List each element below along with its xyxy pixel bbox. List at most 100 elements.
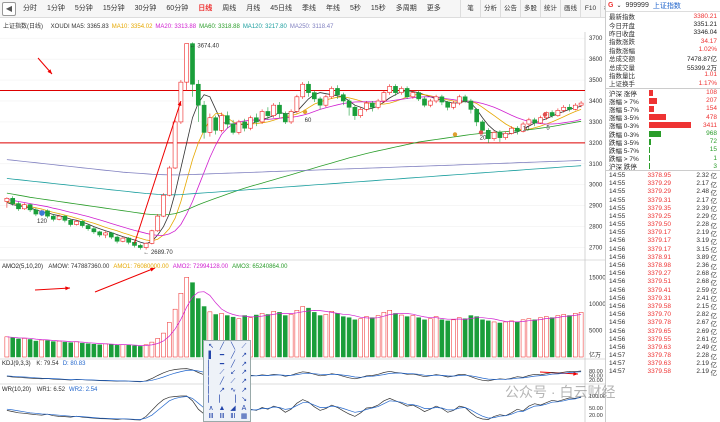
draw-tool-icon[interactable]: ╱ xyxy=(219,343,225,350)
tick-row[interactable]: 14:56 3379.70 2.82 亿 xyxy=(606,311,720,320)
period-tab[interactable]: 5秒 xyxy=(350,4,361,12)
tick-row[interactable]: 14:56 3379.58 2.15 亿 xyxy=(606,302,720,312)
tick-row[interactable]: 14:56 3379.65 2.69 亿 xyxy=(606,327,720,337)
draw-tool-icon[interactable]: A xyxy=(241,404,247,412)
function-button[interactable]: 统计 xyxy=(540,0,560,18)
draw-tool-icon[interactable]: ▏ xyxy=(219,395,225,403)
chart-canvas[interactable]: 3700 3600 3500 3400 3300 3200 3100 3000 2900 2800… xyxy=(0,32,605,422)
function-button[interactable]: 笔 xyxy=(460,0,480,18)
tick-row[interactable]: 14:56 3379.55 2.61 亿 xyxy=(606,335,720,345)
period-tab[interactable]: 周线 xyxy=(222,4,237,12)
tick-row[interactable]: 14:55 3379.29 2.17 亿 xyxy=(606,180,720,189)
draw-tool-icon[interactable]: ↖ xyxy=(208,343,214,350)
draw-tool-icon[interactable]: ⟋ xyxy=(219,369,225,377)
draw-tool-icon[interactable]: ━ xyxy=(219,351,225,359)
tick-row[interactable]: 14:55 3379.25 2.29 亿 xyxy=(606,212,720,222)
draw-tool-icon[interactable]: Ⅲ xyxy=(208,413,214,421)
candle-body xyxy=(79,221,85,226)
volume-bar xyxy=(503,321,508,358)
period-tab[interactable]: 1分钟 xyxy=(47,4,65,12)
period-tab[interactable]: 15分钟 xyxy=(102,4,125,12)
draw-tool-icon[interactable]: ▌ xyxy=(208,351,214,359)
volume-bar xyxy=(393,313,398,358)
draw-tool-icon[interactable]: ↙ xyxy=(230,369,236,377)
period-tab[interactable]: 月线 xyxy=(246,4,261,12)
draw-tool-icon[interactable]: ⟋ xyxy=(230,378,236,386)
draw-tool-icon[interactable]: ▕ xyxy=(230,395,236,403)
draw-tool-icon[interactable]: ↗ xyxy=(241,378,247,386)
draw-tool-icon[interactable]: ∧ xyxy=(208,404,214,412)
period-tab[interactable]: 多周期 xyxy=(395,4,417,12)
period-tab[interactable]: 15秒 xyxy=(370,4,386,12)
tick-row[interactable]: 14:57 3379.58 2.19 亿 xyxy=(606,368,720,377)
tick-row[interactable]: 14:56 3379.51 2.68 亿 xyxy=(606,278,720,287)
draw-tool-icon[interactable]: ━ xyxy=(219,360,225,368)
chart-area[interactable]: 3700 3600 3500 3400 3300 3200 3100 3000 2900 2800… xyxy=(0,32,605,422)
tick-row[interactable]: 14:55 3378.95 2.32 亿 xyxy=(606,171,720,181)
draw-tool-icon[interactable]: ⅡⅠ xyxy=(230,413,236,421)
tick-row[interactable]: 14:56 3378.91 3.89 亿 xyxy=(606,253,720,263)
indicator-value: WR2: 2.54 xyxy=(69,387,98,393)
draw-tool-icon[interactable]: Ⅲ xyxy=(219,413,225,421)
tick-row[interactable]: 14:56 3379.63 2.49 亿 xyxy=(606,343,720,353)
period-tab[interactable]: 日线 xyxy=(198,4,213,12)
tick-row[interactable]: 14:55 3379.35 2.39 亿 xyxy=(606,204,720,214)
candle-body xyxy=(462,96,468,102)
function-button[interactable]: 画线 xyxy=(560,0,580,18)
draw-tool-icon[interactable]: ▏ xyxy=(208,395,214,403)
tick-price: 3379.17 xyxy=(647,237,672,245)
tick-row[interactable]: 14:56 3379.27 2.68 亿 xyxy=(606,270,720,279)
back-icon[interactable]: ◀ xyxy=(2,1,16,16)
tick-row[interactable]: 14:57 3379.78 2.28 亿 xyxy=(606,352,720,361)
draw-tool-icon[interactable]: ◢ xyxy=(230,404,236,412)
expand-icon[interactable]: ⌄ xyxy=(616,3,622,9)
period-tab[interactable]: 分时 xyxy=(23,4,37,12)
tick-row[interactable]: 14:55 3379.17 2.19 亿 xyxy=(606,229,720,238)
tick-row[interactable]: 14:56 3378.98 2.36 亿 xyxy=(606,261,720,271)
tick-row[interactable]: 14:56 3379.17 3.15 亿 xyxy=(606,245,720,255)
period-tab[interactable]: 季线 xyxy=(302,4,316,12)
draw-tool-icon[interactable]: ╱ xyxy=(219,378,225,386)
tick-list[interactable]: 14:55 3378.95 2.32 亿 14:55 3379.29 2.17 亿 14:55 3… xyxy=(606,171,720,377)
period-tab[interactable]: 年线 xyxy=(326,4,340,12)
function-button[interactable]: 多股 xyxy=(520,0,540,18)
draw-tool-icon[interactable]: ↗ xyxy=(241,351,247,359)
draw-tool-icon[interactable]: ↗ xyxy=(219,387,225,394)
function-button[interactable]: 公告 xyxy=(500,0,520,18)
draw-tool-icon[interactable]: ↗ xyxy=(241,369,247,377)
draw-tool-icon[interactable]: ↗ xyxy=(241,360,247,368)
draw-tool-icon[interactable]: ▦ xyxy=(240,413,248,421)
draw-tool-icon[interactable]: ▏ xyxy=(208,360,214,368)
draw-tool-icon[interactable]: ▲ xyxy=(218,404,226,412)
draw-tool-icon[interactable]: ⟋ xyxy=(241,343,247,350)
draw-tool-icon[interactable]: ↗ xyxy=(241,387,247,394)
tick-row[interactable]: 14:57 3379.63 2.19 亿 xyxy=(606,360,720,369)
draw-tool-icon[interactable]: ▏ xyxy=(208,387,214,394)
tick-row[interactable]: 14:56 3379.41 2.59 亿 xyxy=(606,286,720,296)
draw-tool-icon[interactable]: ╱ xyxy=(230,351,236,359)
drawing-toolbox[interactable]: ↖ ╱ ╲ ⟋ ▌ ━ ╱ ↗ ▏ ━ ╱ ↗ ▏ ⟋ ↙ ↗ ▏ ╱ ⟋ ↗ ▏ ↗ ∿ ↗ ▏ ▏ ▕ ↘ ∧ ▲ ◢ A Ⅲ Ⅲ ⅡⅠ ▦ xyxy=(203,340,251,422)
period-tab[interactable]: 30分钟 xyxy=(134,4,157,12)
draw-tool-icon[interactable]: ∿ xyxy=(230,387,236,394)
tick-row[interactable]: 14:55 3379.50 2.28 亿 xyxy=(606,221,720,230)
draw-tool-icon[interactable]: ▏ xyxy=(208,369,214,377)
tick-row[interactable]: 14:56 3379.78 2.67 亿 xyxy=(606,319,720,328)
period-tab[interactable]: 5分钟 xyxy=(74,4,93,12)
period-tab[interactable]: 45日线 xyxy=(270,4,292,12)
tick-row[interactable]: 14:56 3379.31 2.41 亿 xyxy=(606,294,720,304)
period-tab[interactable]: 更多 xyxy=(426,4,441,12)
tick-row[interactable]: 14:56 3379.17 3.19 亿 xyxy=(606,237,720,246)
draw-tool-icon[interactable]: ▏ xyxy=(208,378,214,386)
tick-unit: 亿 xyxy=(710,320,718,328)
period-tab[interactable]: 60分钟 xyxy=(166,4,189,12)
indicator-value: AMO1: 76080000.00 xyxy=(113,264,169,270)
function-button[interactable]: 分析 xyxy=(480,0,500,18)
candle-body xyxy=(16,203,21,210)
draw-tool-icon[interactable]: ╲ xyxy=(230,343,236,350)
function-button[interactable]: F10 xyxy=(580,0,600,18)
tick-unit: 亿 xyxy=(710,304,718,312)
tick-row[interactable]: 14:55 3379.29 2.48 亿 xyxy=(606,188,720,197)
draw-tool-icon[interactable]: ╱ xyxy=(230,360,236,368)
tick-row[interactable]: 14:55 3379.31 2.17 亿 xyxy=(606,196,720,206)
draw-tool-icon[interactable]: ↘ xyxy=(241,395,247,403)
